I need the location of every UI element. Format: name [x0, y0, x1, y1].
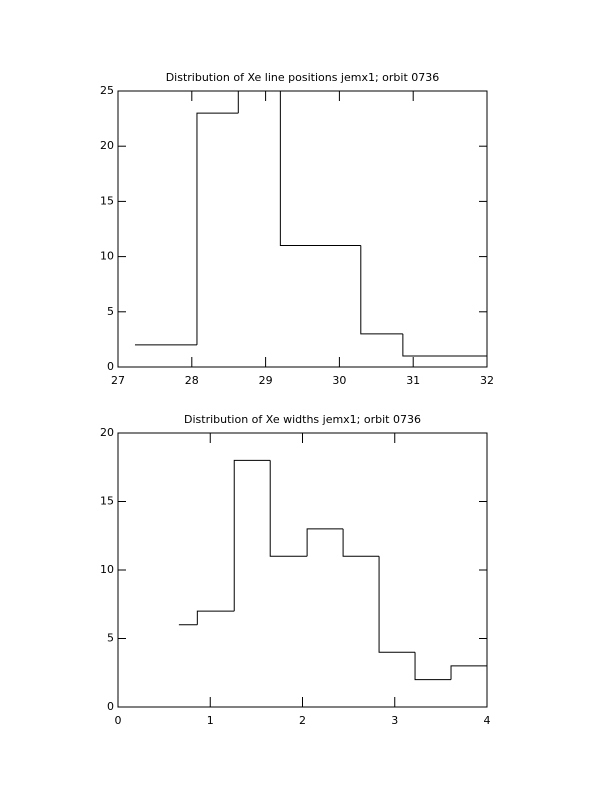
- y-tick-label: 0: [107, 700, 114, 713]
- histogram-bin: [196, 610, 235, 625]
- y-tick-label: 0: [107, 360, 114, 373]
- histogram-bin: [342, 528, 380, 557]
- x-tick-label: 28: [185, 374, 199, 387]
- x-tick-label: 29: [259, 374, 273, 387]
- plot: Distribution of Xe widths jemx1; orbit 0…: [100, 413, 491, 727]
- y-tick-label: 10: [100, 563, 114, 576]
- histogram-bin: [269, 460, 308, 557]
- histogram-bin: [414, 652, 452, 681]
- histogram-bin: [237, 91, 239, 114]
- plot: Distribution of Xe line positions jemx1;…: [100, 71, 494, 387]
- y-tick-label: 15: [100, 194, 114, 207]
- x-tick-label: 27: [111, 374, 125, 387]
- histogram-bin: [306, 528, 344, 557]
- x-tick-label: 1: [207, 714, 214, 727]
- y-tick-label: 25: [100, 84, 114, 97]
- y-tick-label: 15: [100, 495, 114, 508]
- x-tick-label: 0: [115, 714, 122, 727]
- histogram-bin: [279, 91, 361, 247]
- x-tick-label: 32: [480, 374, 494, 387]
- x-tick-label: 2: [299, 714, 306, 727]
- x-tick-label: 3: [391, 714, 398, 727]
- y-tick-label: 20: [100, 139, 114, 152]
- histogram-bin: [360, 245, 403, 335]
- x-tick-label: 31: [406, 374, 420, 387]
- histogram: [134, 91, 487, 367]
- x-tick-label: 30: [332, 374, 346, 387]
- y-tick-label: 5: [107, 632, 114, 645]
- histogram-bin: [402, 333, 487, 357]
- histogram-bin: [196, 112, 239, 345]
- x-tick-label: 4: [484, 714, 491, 727]
- y-tick-label: 5: [107, 305, 114, 318]
- histogram-bin: [450, 665, 487, 680]
- histogram: [178, 459, 487, 707]
- chart-title: Distribution of Xe line positions jemx1;…: [166, 71, 440, 84]
- histogram-bin: [378, 556, 416, 653]
- chart-title: Distribution of Xe widths jemx1; orbit 0…: [184, 413, 421, 426]
- plot-frame: [117, 90, 488, 368]
- y-tick-label: 10: [100, 250, 114, 263]
- y-tick-label: 20: [100, 426, 114, 439]
- histogram-bin: [233, 459, 271, 612]
